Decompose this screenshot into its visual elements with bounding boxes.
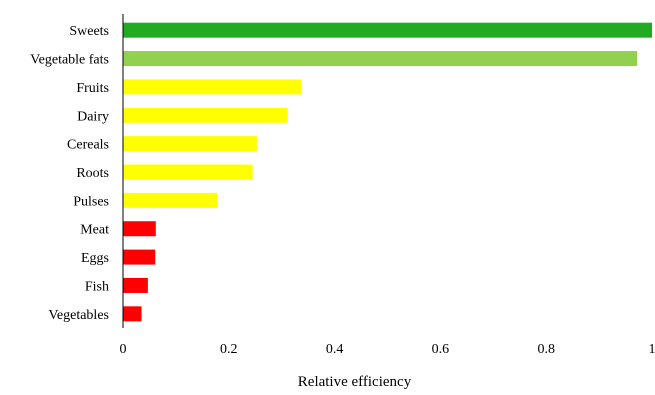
bar-cereals [123,136,257,151]
bar-roots [123,165,253,180]
x-tick-label-0: 0 [120,342,127,357]
x-tick-label-5: 1 [649,342,655,357]
category-label-meat: Meat [80,223,109,238]
category-label-eggs: Eggs [81,251,109,266]
bars-group [123,23,652,322]
bar-pulses [123,193,217,208]
bar-dairy [123,108,288,123]
category-label-fruits: Fruits [76,81,109,96]
category-label-sweets: Sweets [69,24,109,39]
bar-fish [123,278,148,293]
category-label-dairy: Dairy [77,109,109,124]
x-tick-label-1: 0.2 [220,342,238,357]
x-axis-title: Relative efficiency [298,374,412,390]
x-tick-label-2: 0.4 [326,342,344,357]
bar-vegetables [123,306,142,321]
bar-eggs [123,250,155,265]
bar-sweets [123,23,652,38]
x-tick-labels-group: 0 0.2 0.4 0.6 0.8 1 [120,342,655,357]
category-label-vegetable-fats: Vegetable fats [30,53,109,68]
x-tick-label-4: 0.8 [537,342,555,357]
category-label-vegetables: Vegetables [48,308,109,323]
bar-vegetable-fats [123,51,637,66]
category-labels-group: Sweets Vegetable fats Fruits Dairy Cereals Ro… [30,24,109,323]
category-label-roots: Roots [76,166,109,181]
bar-meat [123,221,156,236]
category-label-fish: Fish [85,279,109,294]
bar-fruits [123,79,301,94]
category-label-pulses: Pulses [73,194,109,209]
category-label-cereals: Cereals [67,138,109,153]
x-tick-label-3: 0.6 [432,342,450,357]
